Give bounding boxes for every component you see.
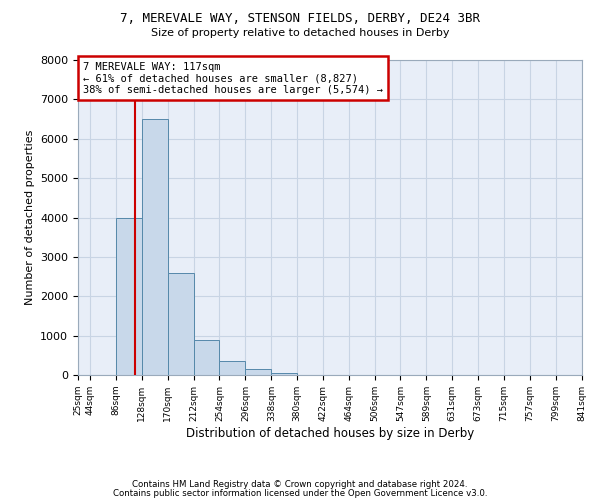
Bar — [116, 218, 142, 375]
Bar — [271, 373, 297, 375]
Bar — [220, 361, 245, 375]
Bar — [193, 340, 220, 375]
Text: 7, MEREVALE WAY, STENSON FIELDS, DERBY, DE24 3BR: 7, MEREVALE WAY, STENSON FIELDS, DERBY, … — [120, 12, 480, 26]
Bar — [167, 272, 193, 375]
Text: Contains HM Land Registry data © Crown copyright and database right 2024.: Contains HM Land Registry data © Crown c… — [132, 480, 468, 489]
Bar — [142, 119, 167, 375]
Y-axis label: Number of detached properties: Number of detached properties — [25, 130, 35, 305]
Text: Contains public sector information licensed under the Open Government Licence v3: Contains public sector information licen… — [113, 488, 487, 498]
Text: Size of property relative to detached houses in Derby: Size of property relative to detached ho… — [151, 28, 449, 38]
Text: 7 MEREVALE WAY: 117sqm
← 61% of detached houses are smaller (8,827)
38% of semi-: 7 MEREVALE WAY: 117sqm ← 61% of detached… — [83, 62, 383, 95]
Bar — [245, 369, 271, 375]
X-axis label: Distribution of detached houses by size in Derby: Distribution of detached houses by size … — [186, 426, 474, 440]
